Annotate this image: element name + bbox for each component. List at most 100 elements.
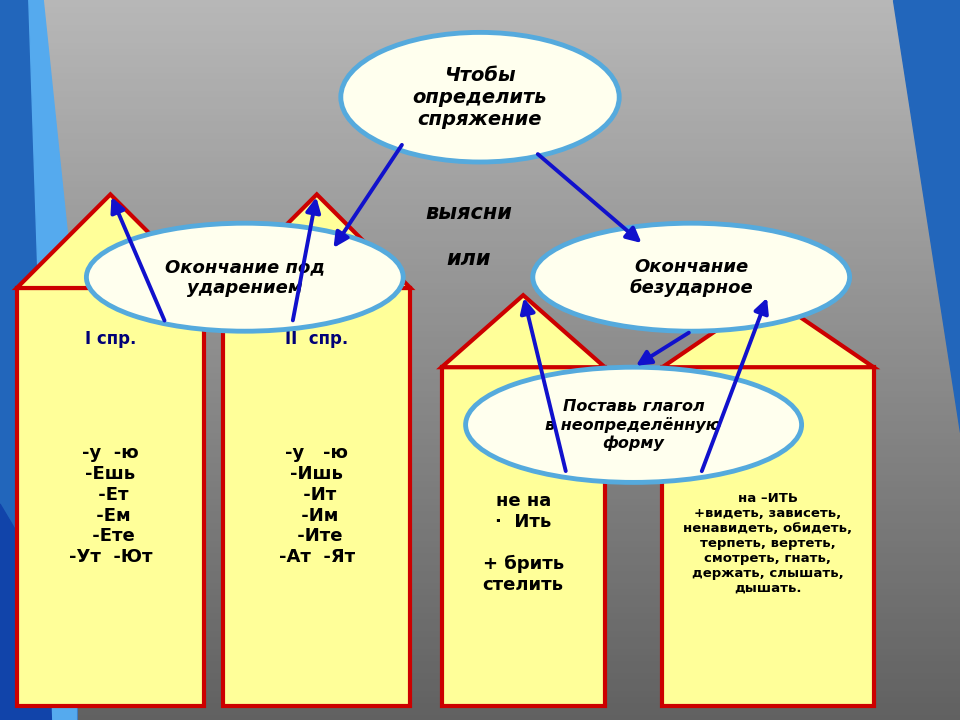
Bar bbox=[0, 342, 960, 348]
Bar bbox=[0, 228, 960, 234]
Bar bbox=[0, 78, 960, 84]
Bar bbox=[0, 270, 960, 276]
Bar bbox=[0, 690, 960, 696]
Bar bbox=[0, 612, 960, 618]
Bar bbox=[0, 42, 960, 48]
Bar bbox=[0, 234, 960, 240]
Bar bbox=[0, 516, 960, 522]
Bar bbox=[0, 522, 960, 528]
Bar bbox=[0, 696, 960, 702]
Bar bbox=[0, 378, 960, 384]
Bar bbox=[0, 222, 960, 228]
Bar bbox=[662, 367, 874, 706]
Ellipse shape bbox=[341, 32, 619, 162]
Bar bbox=[0, 408, 960, 414]
Bar bbox=[0, 510, 960, 516]
Bar bbox=[0, 684, 960, 690]
Bar bbox=[0, 402, 960, 408]
Bar bbox=[0, 600, 960, 606]
Bar bbox=[0, 24, 960, 30]
Bar bbox=[0, 438, 960, 444]
Bar bbox=[0, 180, 960, 186]
Polygon shape bbox=[17, 194, 204, 288]
Bar bbox=[0, 546, 960, 552]
Bar bbox=[0, 366, 960, 372]
Bar bbox=[0, 120, 960, 126]
Bar bbox=[0, 84, 960, 90]
Bar bbox=[0, 216, 960, 222]
Bar bbox=[0, 72, 960, 78]
Polygon shape bbox=[893, 0, 960, 432]
Bar bbox=[0, 708, 960, 714]
Bar bbox=[0, 258, 960, 264]
Bar bbox=[0, 666, 960, 672]
Bar bbox=[0, 552, 960, 558]
Bar bbox=[0, 336, 960, 342]
Bar bbox=[0, 324, 960, 330]
Bar bbox=[0, 102, 960, 108]
Text: II  спр.: II спр. bbox=[285, 330, 348, 348]
Bar bbox=[0, 420, 960, 426]
Bar bbox=[0, 426, 960, 432]
Bar bbox=[0, 192, 960, 198]
Bar bbox=[0, 264, 960, 270]
Bar bbox=[0, 384, 960, 390]
Bar bbox=[0, 36, 960, 42]
Bar bbox=[0, 90, 960, 96]
Polygon shape bbox=[29, 0, 77, 720]
Bar bbox=[0, 594, 960, 600]
Text: II спр.: II спр. bbox=[739, 397, 797, 415]
Bar bbox=[0, 186, 960, 192]
Bar bbox=[0, 450, 960, 456]
Bar bbox=[0, 456, 960, 462]
Text: -у   -ю
-Ишь
 -Ит
 -Им
 -Ите
-Ат  -Ят: -у -ю -Ишь -Ит -Им -Ите -Ат -Ят bbox=[278, 444, 355, 566]
Text: I спр.: I спр. bbox=[497, 397, 549, 415]
Bar bbox=[0, 294, 960, 300]
Polygon shape bbox=[223, 194, 411, 288]
Bar bbox=[17, 288, 204, 706]
Bar bbox=[0, 18, 960, 24]
Bar bbox=[0, 66, 960, 72]
Text: Окончание
безударное: Окончание безударное bbox=[630, 258, 753, 297]
Bar bbox=[0, 480, 960, 486]
Bar bbox=[0, 360, 960, 366]
Ellipse shape bbox=[86, 223, 403, 331]
Bar bbox=[0, 492, 960, 498]
Bar bbox=[0, 624, 960, 630]
Bar bbox=[0, 246, 960, 252]
Polygon shape bbox=[662, 295, 874, 367]
Bar bbox=[442, 367, 605, 706]
Bar bbox=[0, 468, 960, 474]
Bar bbox=[0, 564, 960, 570]
Text: на –ИТЬ
+видеть, зависеть,
ненавидеть, обидеть,
терпеть, вертеть,
смотреть, гнат: на –ИТЬ +видеть, зависеть, ненавидеть, о… bbox=[684, 492, 852, 595]
Bar bbox=[0, 312, 960, 318]
Bar bbox=[0, 276, 960, 282]
Bar bbox=[0, 474, 960, 480]
Bar bbox=[0, 702, 960, 708]
Polygon shape bbox=[0, 0, 77, 720]
Bar bbox=[0, 672, 960, 678]
Bar bbox=[0, 414, 960, 420]
Bar bbox=[0, 372, 960, 378]
Text: -у  -ю
-Ешь
 -Ет
 -Ем
 -Ете
-Ут  -Ют: -у -ю -Ешь -Ет -Ем -Ете -Ут -Ют bbox=[69, 444, 152, 566]
Bar bbox=[0, 504, 960, 510]
Bar bbox=[0, 162, 960, 168]
Bar bbox=[0, 210, 960, 216]
Text: Чтобы
определить
спряжение: Чтобы определить спряжение bbox=[413, 66, 547, 129]
Bar bbox=[0, 642, 960, 648]
Bar bbox=[0, 132, 960, 138]
Polygon shape bbox=[442, 295, 605, 367]
Bar bbox=[0, 282, 960, 288]
Bar bbox=[0, 60, 960, 66]
Bar bbox=[0, 576, 960, 582]
Bar bbox=[0, 138, 960, 144]
Bar bbox=[0, 156, 960, 162]
Bar bbox=[0, 48, 960, 54]
Polygon shape bbox=[0, 504, 77, 720]
Bar bbox=[0, 528, 960, 534]
Bar bbox=[0, 150, 960, 156]
Bar bbox=[0, 318, 960, 324]
Bar bbox=[223, 288, 411, 706]
Bar bbox=[0, 462, 960, 468]
Bar bbox=[0, 630, 960, 636]
